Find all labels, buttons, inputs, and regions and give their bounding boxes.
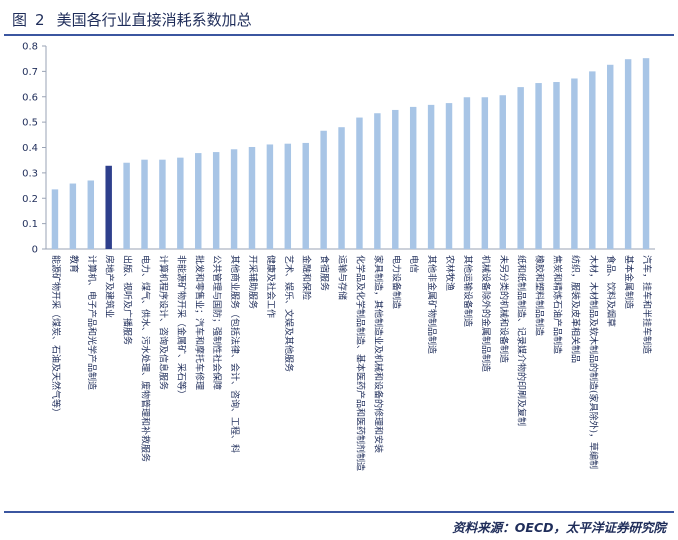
y-tick-label: 0.1 bbox=[22, 219, 38, 230]
bar bbox=[51, 189, 59, 249]
figure-title: 图 2 美国各行业直接消耗系数加总 bbox=[12, 7, 252, 33]
x-tick-label: 电力设备制造 bbox=[390, 255, 402, 309]
bar bbox=[356, 117, 363, 249]
bar bbox=[571, 78, 578, 249]
bar bbox=[589, 71, 596, 249]
x-tick-label: 电力、煤气、供水、污水处理、废物管理和补救服务 bbox=[140, 255, 152, 462]
bar bbox=[320, 130, 327, 249]
bar bbox=[212, 152, 220, 249]
x-tick-label: 教育 bbox=[68, 255, 80, 273]
x-tick-label: 艺术、娱乐、文娱及其他服务 bbox=[283, 255, 295, 372]
bar bbox=[87, 180, 95, 249]
x-tick-label: 化学品及化学制品制造、基本医药产品和医药制剂制造 bbox=[354, 255, 366, 471]
bar bbox=[284, 143, 292, 249]
bar bbox=[499, 95, 506, 249]
y-tick-label: 0.4 bbox=[22, 143, 38, 154]
bar bbox=[607, 64, 614, 249]
bar-chart: 0 0.1 0.2 0.3 0.4 0.5 0.6 0.7 0.8 能源矿物开采（煤炭、石油及天… bbox=[22, 42, 655, 471]
bar bbox=[642, 58, 650, 250]
top-divider bbox=[4, 34, 674, 36]
x-axis-labels: 能源矿物开采（煤炭、石油及天然气等） 教育 计算机、电子产品和光学产品制造 房地产及建… bbox=[50, 255, 653, 471]
y-tick-label: 0.2 bbox=[22, 194, 38, 205]
y-tick-label: 0.5 bbox=[22, 118, 38, 129]
x-tick-label: 食品、饮料及烟草 bbox=[605, 255, 617, 327]
x-tick-label: 橡胶和塑料制品制造 bbox=[534, 255, 546, 336]
bar bbox=[427, 104, 435, 250]
x-tick-label: 运输与存储 bbox=[337, 255, 349, 300]
y-tick-label: 0.7 bbox=[22, 67, 38, 78]
bar bbox=[105, 165, 112, 249]
x-tick-label: 其他运输设备制造 bbox=[462, 255, 474, 327]
x-tick-label: 房地产及建筑业 bbox=[104, 255, 116, 318]
bar bbox=[517, 87, 524, 249]
x-tick-label: 健康及社会工作 bbox=[265, 255, 277, 318]
bar bbox=[445, 103, 453, 249]
x-tick-label: 木材，木材制品及软木制品的制造(家具除外)，草编制 bbox=[587, 255, 599, 469]
y-tick-label: 0.3 bbox=[22, 168, 38, 179]
bar bbox=[535, 83, 542, 249]
x-tick-label: 其他非金属矿物制品制造 bbox=[426, 255, 438, 354]
bar bbox=[463, 97, 471, 249]
bar bbox=[553, 82, 560, 249]
figure-title-number: 2 bbox=[35, 11, 45, 29]
x-tick-label: 金融和保险 bbox=[301, 255, 313, 300]
x-tick-label: 农林牧渔 bbox=[444, 255, 456, 291]
y-tick-label: 0.6 bbox=[22, 92, 38, 103]
x-tick-label: 计算机程序设计、咨询及信息服务 bbox=[157, 255, 169, 390]
x-tick-label: 纸和纸制品制造、记录媒介物的印刷及复制 bbox=[516, 255, 528, 426]
bar bbox=[409, 106, 417, 250]
x-tick-label: 焦炭和精炼石油产品制造 bbox=[551, 255, 563, 354]
y-tick-label: 0 bbox=[32, 245, 38, 256]
bar bbox=[392, 109, 399, 249]
bar bbox=[374, 113, 381, 250]
x-tick-label: 机械设备除外的金属制品制造 bbox=[480, 255, 492, 372]
x-tick-label: 出版、视听及广播服务 bbox=[122, 255, 134, 345]
bar-series bbox=[51, 58, 650, 250]
figure-title-text: 美国各行业直接消耗系数加总 bbox=[56, 11, 252, 29]
x-tick-label: 纺织，服装及皮革相关制品 bbox=[569, 255, 581, 363]
bar bbox=[302, 142, 309, 249]
bar bbox=[123, 162, 130, 249]
x-tick-label: 公共管理与国防；强制性社会保障 bbox=[211, 255, 223, 390]
x-tick-label: 家具制造，其他制造业及机械和设备的修理和安装 bbox=[372, 255, 384, 453]
x-tick-label: 计算机、电子产品和光学产品制造 bbox=[86, 255, 98, 390]
bar bbox=[230, 149, 238, 249]
bar bbox=[481, 97, 489, 249]
bar bbox=[195, 153, 202, 249]
bar bbox=[159, 159, 166, 249]
bottom-divider bbox=[4, 511, 674, 513]
bar bbox=[69, 183, 77, 249]
figure-title-prefix: 图 bbox=[12, 11, 28, 29]
bar bbox=[624, 59, 632, 250]
y-tick-label: 0.8 bbox=[22, 42, 38, 53]
x-tick-label: 汽车，挂车和半挂车制造 bbox=[641, 255, 653, 354]
bar bbox=[177, 157, 184, 249]
bar bbox=[248, 146, 256, 249]
x-tick-label: 批发和零售业；汽车和摩托车修理 bbox=[193, 255, 205, 390]
source-note: 资料来源：OECD，太平洋证券研究院 bbox=[452, 520, 666, 535]
x-tick-label: 电信 bbox=[408, 255, 420, 273]
bar bbox=[266, 144, 274, 249]
x-tick-label: 其他商业服务（包括法律、会计、咨询、工程、科 bbox=[229, 255, 241, 453]
bar bbox=[338, 127, 345, 249]
x-tick-label: 食宿服务 bbox=[319, 255, 331, 291]
x-tick-label: 能源矿物开采（煤炭、石油及天然气等） bbox=[50, 255, 62, 417]
bar bbox=[141, 159, 148, 249]
x-tick-label: 非能源矿物开采（金属矿、采石等） bbox=[175, 255, 187, 399]
x-tick-label: 基本金属制造 bbox=[623, 255, 635, 309]
x-tick-label: 未另分类的机械和设备制造 bbox=[498, 255, 510, 363]
x-tick-label: 开采辅助服务 bbox=[247, 255, 259, 309]
